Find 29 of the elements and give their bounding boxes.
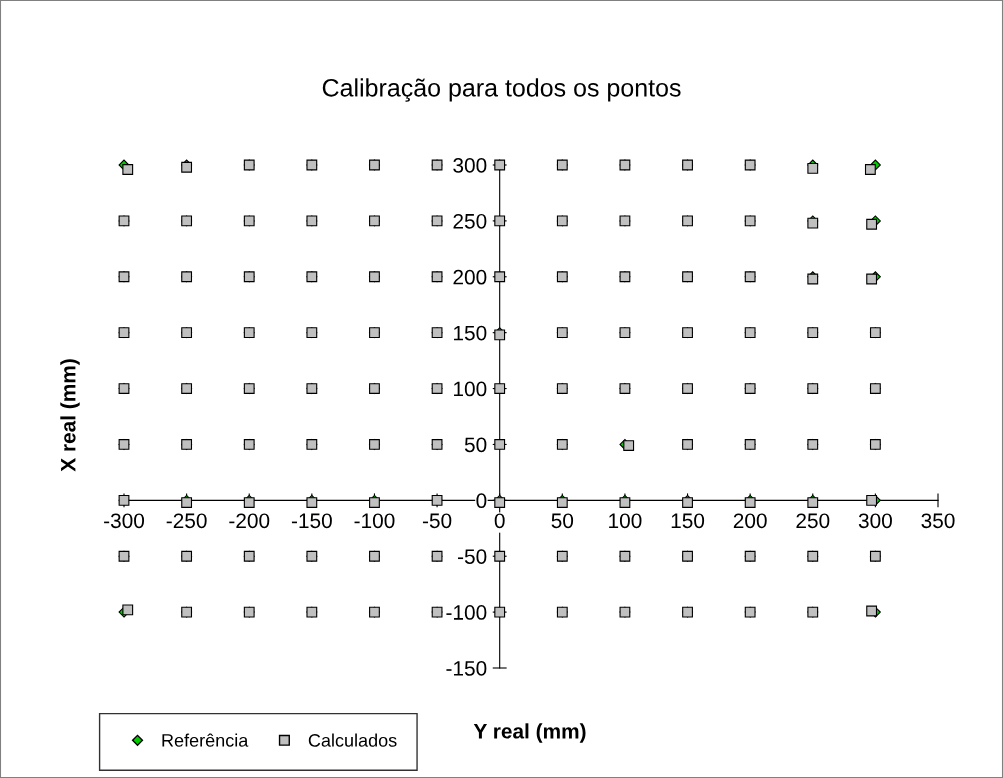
y-tick-label: 50 [464, 437, 487, 453]
y-tick-label: -50 [458, 549, 487, 564]
x-tick-label: 350 [921, 513, 955, 529]
x-tick-label: 300 [858, 513, 892, 529]
x-tick-label: 250 [796, 513, 830, 529]
x-tick-label: 200 [733, 513, 767, 529]
x-tick-label: 150 [671, 513, 705, 529]
x-tick-label: -100 [354, 513, 395, 529]
y-tick-label: -150 [446, 661, 487, 676]
y-tick-label: 100 [454, 381, 487, 397]
chart-title: Calibração para todos os pontos [322, 78, 681, 102]
x-tick-label: 0 [494, 513, 505, 529]
y-tick-label: 250 [453, 213, 487, 229]
x-tick-label: 50 [551, 513, 574, 529]
x-axis-title: Y real (mm) [473, 723, 586, 743]
y-tick-label: -100 [446, 605, 487, 620]
x-tick-label: 100 [609, 513, 642, 529]
legend-label: Calculados [308, 733, 397, 747]
y-axis-title: X real (mm) [60, 359, 80, 472]
y-tick-label: 200 [453, 269, 487, 285]
y-tick-label: 150 [454, 325, 487, 341]
x-tick-label: -250 [166, 513, 207, 529]
x-tick-label: -300 [104, 513, 145, 529]
legend-label: Referência [162, 733, 249, 747]
y-tick-label: 300 [453, 158, 487, 173]
x-tick-label: -200 [229, 513, 270, 529]
y-tick-label: 0 [476, 493, 487, 509]
x-tick-label: -50 [422, 513, 452, 529]
x-tick-label: -150 [291, 513, 332, 529]
